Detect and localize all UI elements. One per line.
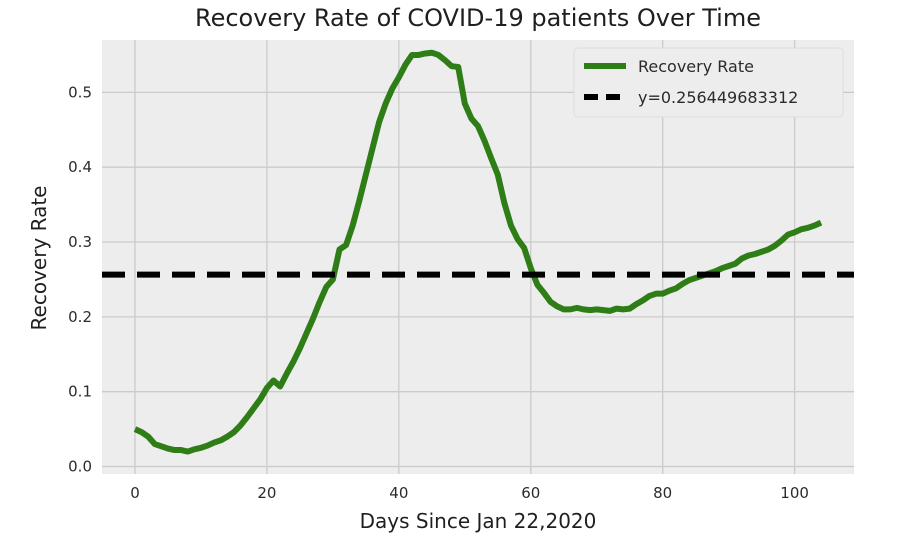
x-axis-label: Days Since Jan 22,2020 bbox=[360, 509, 597, 533]
series-layer bbox=[102, 49, 854, 455]
y-tick-label: 0.2 bbox=[68, 308, 92, 326]
chart-title: Recovery Rate of COVID-19 patients Over … bbox=[195, 4, 761, 32]
legend: Recovery Rate y=0.256449683312 bbox=[573, 47, 844, 118]
x-tick-label: 20 bbox=[257, 484, 276, 502]
y-tick-label: 0.4 bbox=[68, 158, 92, 176]
legend-box bbox=[573, 47, 844, 118]
gridlines bbox=[102, 40, 854, 474]
y-axis-label: Recovery Rate bbox=[27, 186, 51, 331]
x-tick-label: 0 bbox=[130, 484, 140, 502]
y-tick-label: 0.0 bbox=[68, 458, 92, 476]
x-tick-label: 40 bbox=[389, 484, 408, 502]
legend-label-mean-line: y=0.256449683312 bbox=[638, 88, 798, 107]
y-tick-label: 0.1 bbox=[68, 383, 92, 401]
legend-label-recovery-rate: Recovery Rate bbox=[638, 57, 754, 76]
x-tick-label: 60 bbox=[521, 484, 540, 502]
x-tick-label: 100 bbox=[780, 484, 809, 502]
y-tick-label: 0.5 bbox=[68, 83, 92, 101]
x-tick-label: 80 bbox=[653, 484, 672, 502]
y-tick-labels: 0.0 0.1 0.2 0.3 0.4 0.5 bbox=[68, 83, 92, 475]
x-tick-labels: 0 20 40 60 80 100 bbox=[130, 484, 809, 502]
y-tick-label: 0.3 bbox=[68, 233, 92, 251]
